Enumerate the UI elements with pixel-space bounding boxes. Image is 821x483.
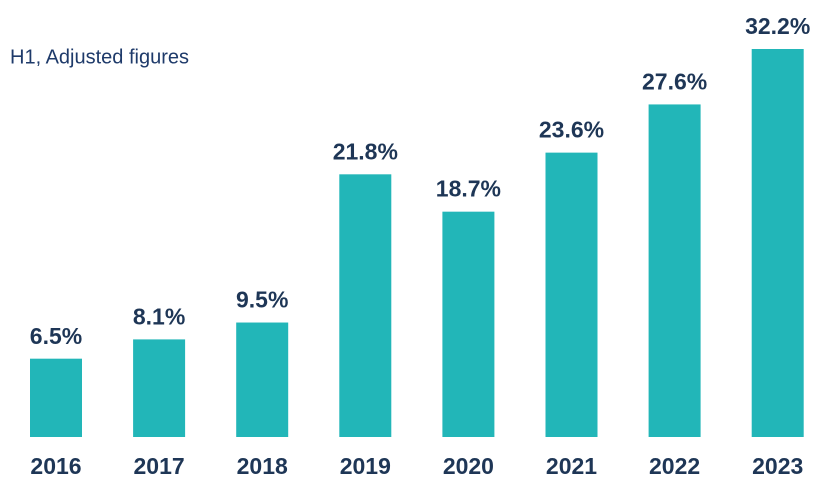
value-label: 6.5%: [30, 323, 82, 349]
bar: [545, 152, 598, 438]
x-tick-label: 2018: [237, 453, 288, 479]
value-label: 23.6%: [539, 117, 604, 143]
bar: [133, 339, 186, 437]
bar: [236, 322, 289, 437]
x-tick-label: 2019: [340, 453, 391, 479]
value-label: 27.6%: [642, 69, 707, 95]
x-tick-label: 2023: [752, 453, 803, 479]
value-label: 21.8%: [333, 138, 398, 164]
x-tick-label: 2017: [134, 453, 185, 479]
bar: [442, 211, 495, 437]
bar: [30, 358, 82, 437]
chart-subtitle: H1, Adjusted figures: [10, 46, 189, 68]
x-tick-label: 2022: [649, 453, 700, 479]
value-label: 9.5%: [236, 287, 288, 313]
x-tick-label: 2021: [546, 453, 597, 479]
bar: [648, 104, 701, 437]
x-tick-label: 2020: [443, 453, 494, 479]
x-tick-label: 2016: [30, 453, 81, 479]
value-label: 8.1%: [133, 303, 185, 329]
bar: [751, 49, 804, 437]
value-label: 18.7%: [436, 176, 501, 202]
value-label: 32.2%: [745, 13, 810, 39]
bar: [339, 174, 392, 437]
